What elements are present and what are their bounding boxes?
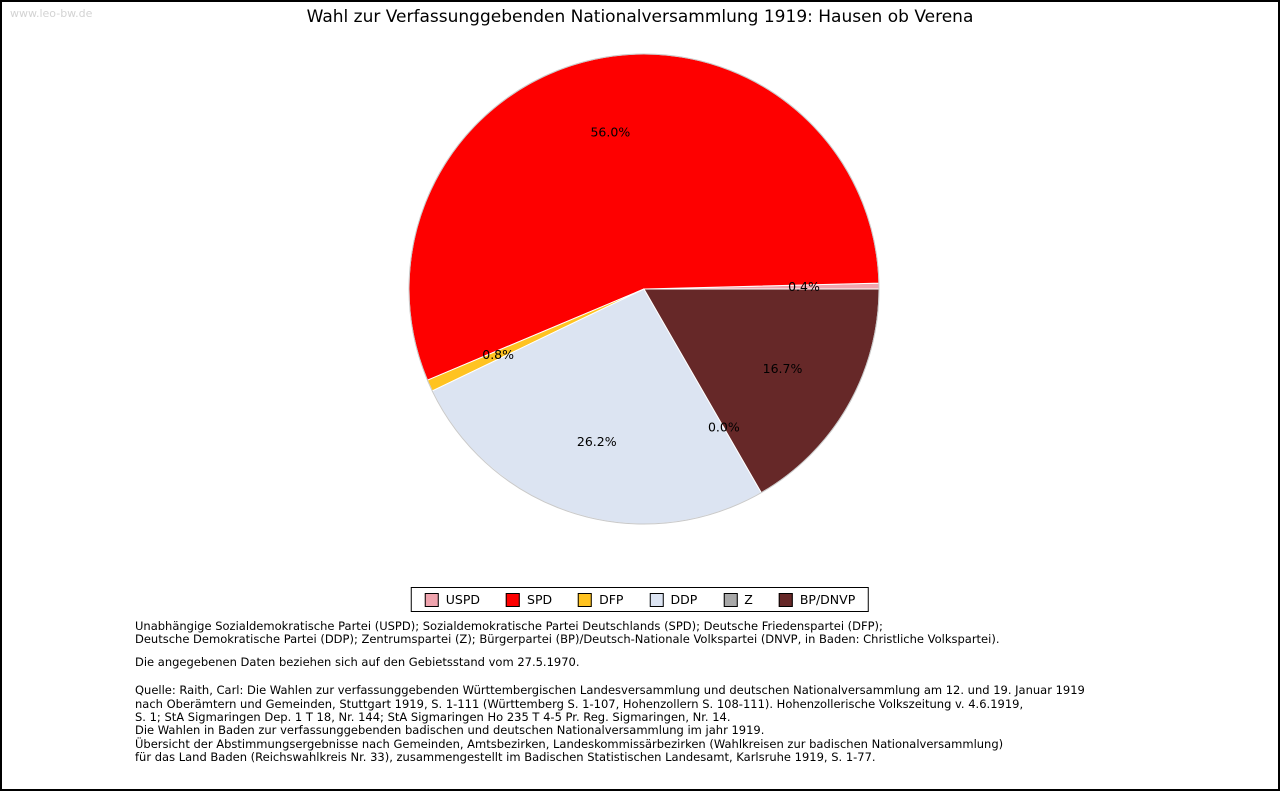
source-note: Quelle: Raith, Carl: Die Wahlen zur verf… [135, 683, 1085, 765]
legend-swatch-dfp [578, 592, 593, 607]
legend-swatch-bp-dnvp [778, 592, 793, 607]
source-note-line-2: nach Oberämtern und Gemeinden, Stuttgart… [135, 696, 1024, 711]
legend-item-uspd: USPD [424, 592, 481, 607]
pie-outline [408, 53, 880, 525]
source-note-line-1: Quelle: Raith, Carl: Die Wahlen zur verf… [135, 683, 1085, 698]
pie-value-label-spd: 56.0% [590, 125, 630, 140]
party-abbreviations-line-1: Unabhängige Sozialdemokratische Partei (… [135, 619, 883, 633]
party-abbreviations-line-2: Deutsche Demokratische Partei (DDP); Zen… [135, 632, 1000, 647]
legend-label-bp-dnvp: BP/DNVP [799, 592, 856, 607]
source-note-line-5: Übersicht der Abstimmungsergebnisse nach… [135, 736, 1004, 751]
legend-item-ddp: DDP [649, 592, 697, 607]
pie-chart: 0.4% 56.0% 0.8% 26.2% 0.0% 16.7% [408, 53, 880, 525]
legend-swatch-spd [506, 592, 521, 607]
pie-value-label-bp-dnvp: 16.7% [763, 361, 803, 376]
chart-title: Wahl zur Verfassunggebenden Nationalvers… [306, 7, 974, 27]
legend-swatch-z [723, 592, 738, 607]
legend-item-bp-dnvp: BP/DNVP [778, 592, 856, 607]
legend-label-ddp: DDP [670, 592, 698, 607]
legend-item-dfp: DFP [578, 592, 623, 607]
pie-value-label-ddp: 26.2% [577, 434, 617, 449]
legend-item-z: Z [723, 592, 753, 607]
party-abbreviations: Unabhängige Sozialdemokratische Partei (… [135, 619, 1085, 647]
legend-label-uspd: USPD [445, 592, 481, 607]
legend-label-spd: SPD [527, 592, 553, 607]
source-note-line-3: S. 1; StA Sigmaringen Dep. 1 T 18, Nr. 1… [135, 710, 731, 725]
footnotes: Unabhängige Sozialdemokratische Partei (… [135, 619, 1085, 765]
pie-value-label-z: 0.0% [708, 420, 740, 435]
legend-swatch-uspd [424, 592, 439, 607]
legend: USPD SPD DFP DDP Z BP/DNVP [410, 587, 870, 612]
legend-label-z: Z [744, 592, 753, 607]
pie-value-label-dfp: 0.8% [482, 347, 514, 362]
pie-value-label-uspd: 0.4% [788, 279, 820, 294]
source-note-line-6: für das Land Baden (Reichswahlkreis Nr. … [135, 750, 876, 765]
territorial-status-note: Die angegebenen Daten beziehen sich auf … [135, 654, 580, 669]
legend-swatch-ddp [649, 592, 664, 607]
watermark: www.leo-bw.de [10, 7, 93, 20]
legend-label-dfp: DFP [599, 592, 624, 607]
legend-item-spd: SPD [506, 592, 552, 607]
source-note-line-4: Die Wahlen in Baden zur verfassunggebend… [135, 723, 765, 738]
